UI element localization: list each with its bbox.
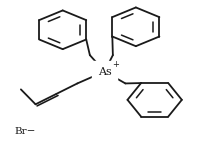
Text: +: + [113, 60, 119, 69]
Text: Br−: Br− [15, 127, 36, 136]
Text: As: As [98, 66, 111, 77]
